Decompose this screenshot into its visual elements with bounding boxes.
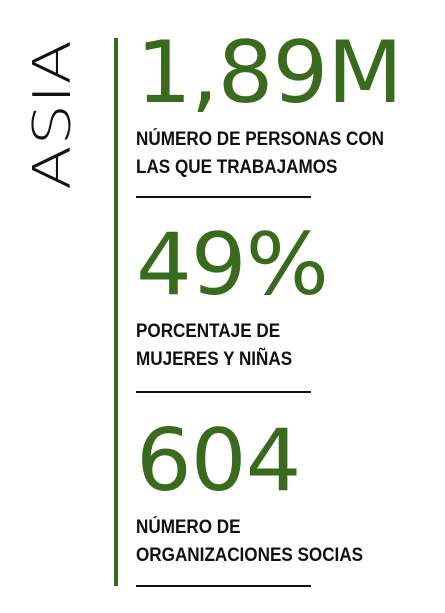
stat-underline	[136, 391, 311, 393]
stat-people: 1,89M NÚMERO DE PERSONAS CON LAS QUE TRA…	[136, 30, 436, 182]
stat-partner-orgs: 604 NÚMERO DE ORGANIZACIONES SOCIAS	[136, 418, 436, 570]
vertical-divider	[114, 38, 118, 586]
stat-description-line: PORCENTAJE DE	[136, 321, 281, 342]
stat-women-girls: 49% PORCENTAJE DE MUJERES Y NIÑAS	[136, 222, 436, 374]
stat-value: 1,89M	[136, 23, 403, 123]
stat-description-line: NÚMERO DE PERSONAS CON	[136, 129, 384, 150]
stat-underline	[136, 196, 311, 198]
stat-description-line: LAS QUE TRABAJAMOS	[136, 157, 338, 178]
region-label: ASIA	[28, 40, 80, 190]
stat-description: PORCENTAJE DE MUJERES Y NIÑAS	[136, 318, 433, 374]
stat-value: 604	[136, 411, 301, 511]
stat-underline	[136, 585, 311, 587]
stat-description: NÚMERO DE PERSONAS CON LAS QUE TRABAJAMO…	[136, 126, 433, 182]
stat-description: NÚMERO DE ORGANIZACIONES SOCIAS	[136, 514, 433, 570]
stat-value: 49%	[136, 215, 329, 315]
stat-description-line: ORGANIZACIONES SOCIAS	[136, 545, 364, 566]
stat-description-line: MUJERES Y NIÑAS	[136, 349, 293, 370]
region-title: ASIA	[28, 40, 80, 190]
stat-description-line: NÚMERO DE	[136, 517, 241, 538]
